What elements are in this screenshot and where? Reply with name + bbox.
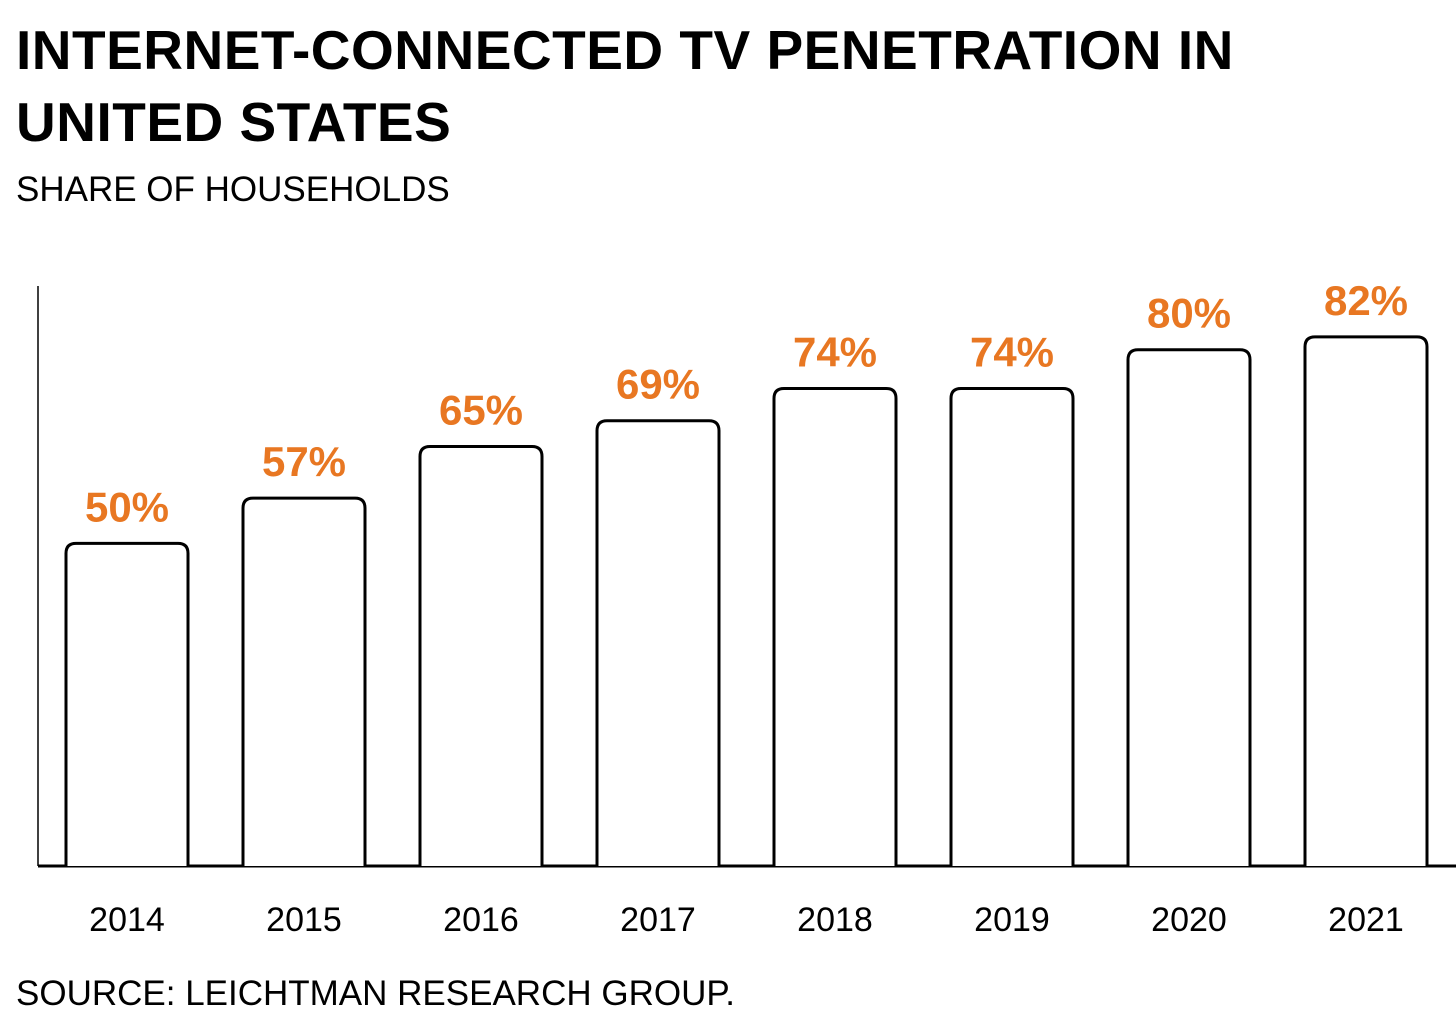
- value-label-2018: 74%: [793, 328, 877, 375]
- value-label-2015: 57%: [262, 438, 346, 485]
- x-tick-label-2019: 2019: [974, 901, 1050, 939]
- x-tick-label-2020: 2020: [1151, 901, 1227, 939]
- value-label-2020: 80%: [1147, 290, 1231, 337]
- bar-2015: [241, 496, 367, 866]
- bar-2017: [595, 419, 721, 866]
- bar-2021: [1303, 335, 1429, 866]
- x-tick-label-2015: 2015: [266, 901, 342, 939]
- bar-2019: [949, 386, 1075, 866]
- value-label-group: 50% 57% 65% 69% 74% 74% 80% 82%: [85, 277, 1408, 531]
- x-tick-label-2017: 2017: [620, 901, 696, 939]
- value-label-2019: 74%: [970, 328, 1054, 375]
- x-tick-label-2021: 2021: [1328, 901, 1404, 939]
- value-label-2014: 50%: [85, 483, 169, 530]
- chart-title: INTERNET-CONNECTED TV PENETRATION IN UNI…: [16, 19, 1234, 153]
- chart-source: SOURCE: LEICHTMAN RESEARCH GROUP.: [16, 974, 735, 1013]
- bar-group: [64, 335, 1429, 866]
- x-tick-label-2016: 2016: [443, 901, 519, 939]
- x-tick-label-2014: 2014: [89, 901, 165, 939]
- value-label-2016: 65%: [439, 387, 523, 434]
- x-tick-label-2018: 2018: [797, 901, 873, 939]
- bar-2020: [1126, 348, 1252, 866]
- x-tick-label-group: 2014 2015 2016 2017 2018 2019 2020 2021: [89, 901, 1404, 939]
- bar-2018: [772, 386, 898, 866]
- bar-2014: [64, 541, 190, 866]
- bar-2016: [418, 445, 544, 866]
- chart-plot: 50%57%65%69%74% 74%80% 82% 2014 2015 2016 201…: [37, 277, 1456, 939]
- value-label-2017: 69%: [616, 361, 700, 408]
- chart-subtitle: SHARE OF HOUSEHOLDS: [16, 170, 450, 209]
- value-label-2021: 82%: [1324, 277, 1408, 324]
